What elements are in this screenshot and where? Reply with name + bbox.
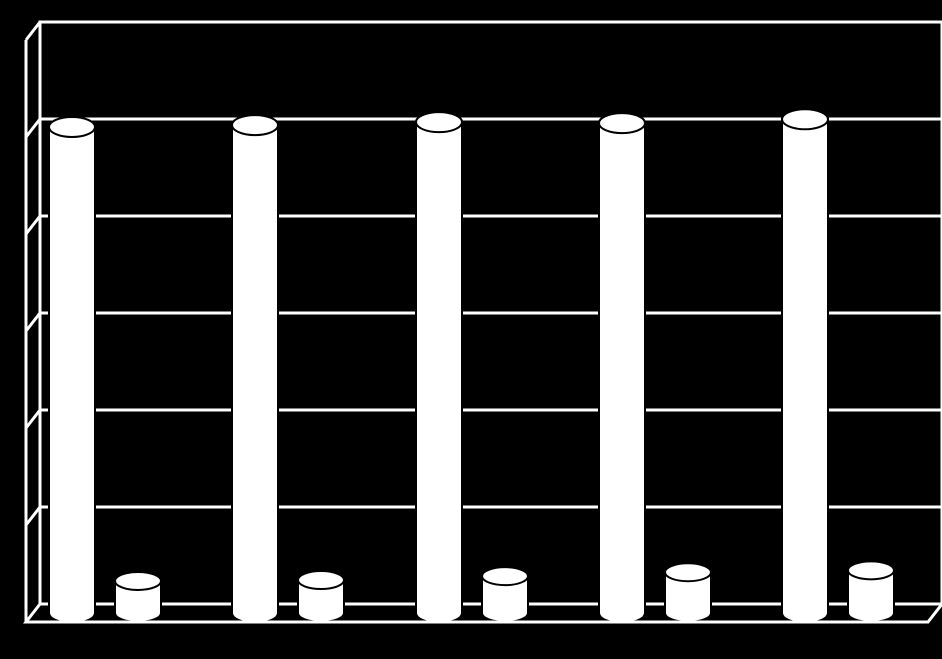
tall-bar	[599, 113, 645, 623]
tall-bar	[416, 112, 462, 623]
bar-chart-3d	[0, 0, 942, 659]
tall-bar	[49, 117, 95, 623]
tall-bar	[782, 109, 828, 623]
tall-bar	[232, 115, 278, 623]
